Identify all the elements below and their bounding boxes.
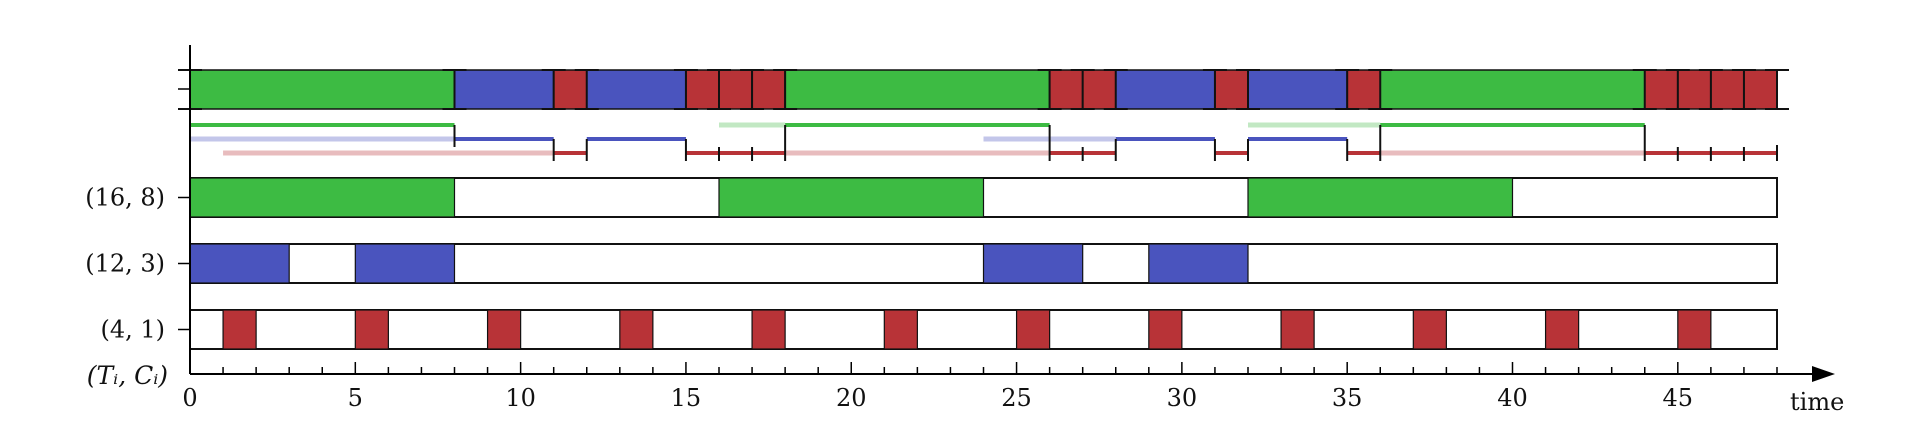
x-tick-label: 15: [671, 384, 702, 412]
x-tick-label: 5: [348, 384, 363, 412]
y-axis-label: (Tᵢ, Cᵢ): [87, 361, 168, 390]
task-row-label: (16, 8): [85, 184, 165, 212]
schedule-block: [1115, 69, 1216, 110]
schedule-block: [1247, 69, 1348, 110]
task-job-bar: [222, 309, 257, 350]
task-job-bar: [1677, 309, 1712, 350]
task-job-bar: [1148, 243, 1249, 284]
schedule-block: [189, 69, 456, 110]
schedule-block: [1379, 69, 1646, 110]
schedule-block: [1677, 69, 1712, 110]
task-job-bar: [1280, 309, 1315, 350]
task-job-bar: [1247, 177, 1514, 218]
x-tick-label: 0: [182, 384, 197, 412]
schedule-block: [586, 69, 687, 110]
schedule-block: [1346, 69, 1381, 110]
schedule-block: [718, 69, 753, 110]
x-axis-label: time: [1790, 388, 1844, 416]
task-job-bar: [189, 243, 290, 284]
task-rows: (16, 8) (12, 3) (4, 1): [85, 177, 1778, 350]
task-job-bar: [1412, 309, 1447, 350]
task-job-bar: [982, 243, 1084, 284]
task-job-bar: [486, 309, 522, 350]
schedule-block: [685, 69, 720, 110]
x-tick-label: 30: [1167, 384, 1198, 412]
task-job-bar: [354, 309, 389, 350]
task-row-label: (12, 3): [85, 250, 165, 278]
time-axis: time (Tᵢ, Cᵢ) 0 5 10 15 20 25 30 35 40 45: [87, 45, 1844, 416]
schedule-lane: [178, 69, 1789, 110]
schedule-block: [1081, 69, 1117, 110]
x-tick-label: 45: [1663, 384, 1694, 412]
x-axis-arrowhead: [1812, 366, 1835, 382]
schedule-block: [1644, 69, 1679, 110]
x-tick-label: 40: [1497, 384, 1528, 412]
task-job-bar: [883, 309, 918, 350]
task-job-bar: [189, 177, 456, 218]
task-job-bar: [1015, 309, 1051, 350]
schedule-block: [1710, 69, 1745, 110]
x-tick-label: 35: [1332, 384, 1363, 412]
response-lines: [190, 122, 1778, 161]
task-job-bar: [619, 309, 654, 350]
schedule-block: [1743, 69, 1778, 110]
schedule-block: [1048, 69, 1084, 110]
task-job-bar: [718, 177, 985, 218]
task-row-label: (4, 1): [100, 316, 165, 344]
x-tick-label: 25: [1001, 384, 1032, 412]
schedule-block: [784, 69, 1051, 110]
schedule-block: [1214, 69, 1249, 110]
schedule-block: [453, 69, 555, 110]
task-job-bar: [751, 309, 786, 350]
x-tick-label: 10: [505, 384, 536, 412]
task-row-frame: [189, 309, 1778, 350]
schedule-block: [751, 69, 786, 110]
task-job-bar: [1544, 309, 1580, 350]
x-tick-label: 20: [836, 384, 867, 412]
schedule-block: [552, 69, 588, 110]
task-job-bar: [354, 243, 456, 284]
task-job-bar: [1148, 309, 1183, 350]
